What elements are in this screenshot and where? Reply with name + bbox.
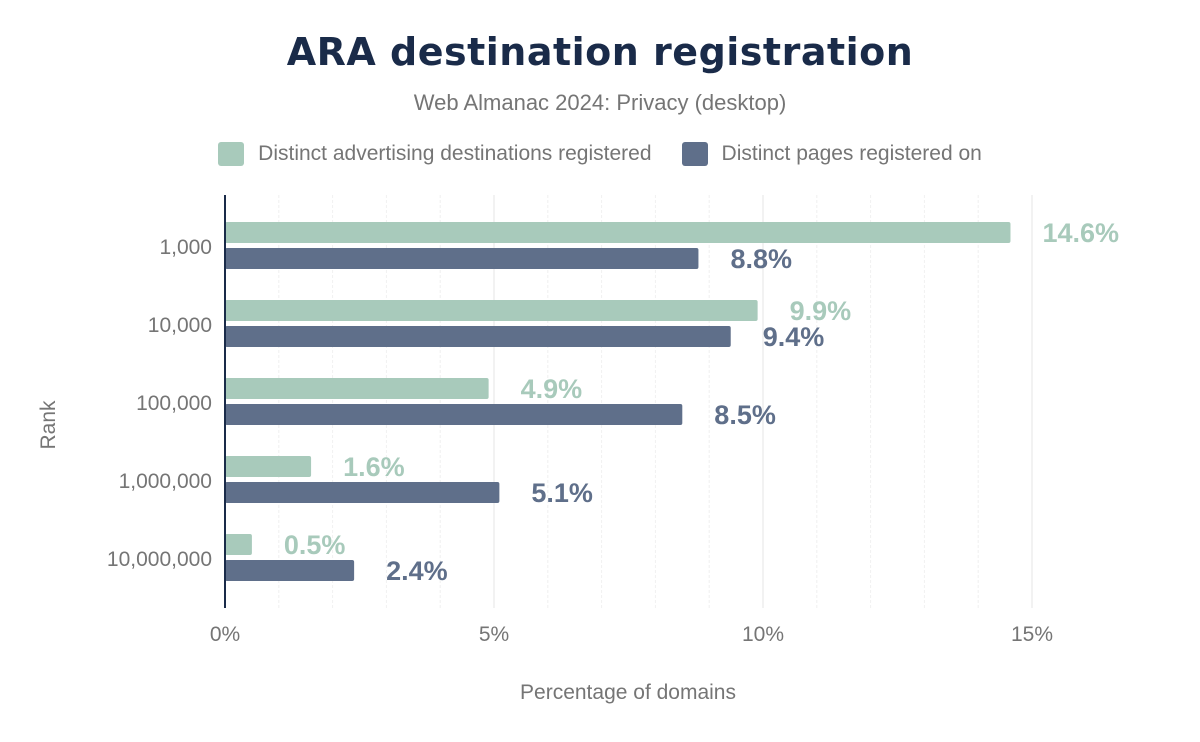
- y-tick-label: 1,000: [159, 236, 212, 259]
- x-axis-title: Percentage of domains: [520, 681, 736, 704]
- y-tick-label: 1,000,000: [119, 470, 212, 493]
- y-axis-title: Rank: [37, 400, 60, 450]
- bar-pages[interactable]: [225, 326, 731, 347]
- data-label: 9.4%: [763, 322, 825, 352]
- legend-item-destinations[interactable]: Distinct advertising destinations regist…: [218, 142, 652, 166]
- chart-title: ARA destination registration: [286, 30, 914, 74]
- legend-label: Distinct pages registered on: [721, 142, 982, 165]
- data-label: 1.6%: [343, 452, 405, 482]
- chart-subtitle: Web Almanac 2024: Privacy (desktop): [413, 90, 787, 115]
- data-label: 9.9%: [790, 296, 852, 326]
- legend-label: Distinct advertising destinations regist…: [258, 142, 652, 165]
- legend: Distinct advertising destinations regist…: [0, 142, 1200, 166]
- bar-destinations[interactable]: [225, 534, 252, 555]
- data-label: 4.9%: [521, 374, 583, 404]
- data-label: 14.6%: [1042, 218, 1119, 248]
- legend-swatch: [681, 142, 708, 166]
- bar-pages[interactable]: [225, 248, 699, 269]
- bar-pages[interactable]: [225, 560, 355, 581]
- legend-swatch: [218, 142, 245, 166]
- data-label: 0.5%: [284, 530, 346, 560]
- data-label: 5.1%: [531, 478, 593, 508]
- bar-destinations[interactable]: [225, 378, 489, 399]
- data-label: 2.4%: [386, 556, 448, 586]
- x-tick-label: 5%: [479, 623, 509, 646]
- y-tick-label: 10,000,000: [107, 548, 212, 571]
- legend-item-pages[interactable]: Distinct pages registered on: [681, 142, 982, 166]
- x-tick-label: 0%: [210, 623, 240, 646]
- y-tick-label: 100,000: [136, 392, 212, 415]
- bar-pages[interactable]: [225, 482, 500, 503]
- data-label: 8.8%: [730, 244, 792, 274]
- bar-destinations[interactable]: [225, 300, 758, 321]
- bar-destinations[interactable]: [225, 222, 1011, 243]
- data-label: 8.5%: [714, 400, 776, 430]
- y-tick-label: 10,000: [148, 314, 212, 337]
- x-tick-label: 10%: [742, 623, 784, 646]
- x-tick-label: 15%: [1011, 623, 1053, 646]
- bar-pages[interactable]: [225, 404, 683, 425]
- bar-destinations[interactable]: [225, 456, 312, 477]
